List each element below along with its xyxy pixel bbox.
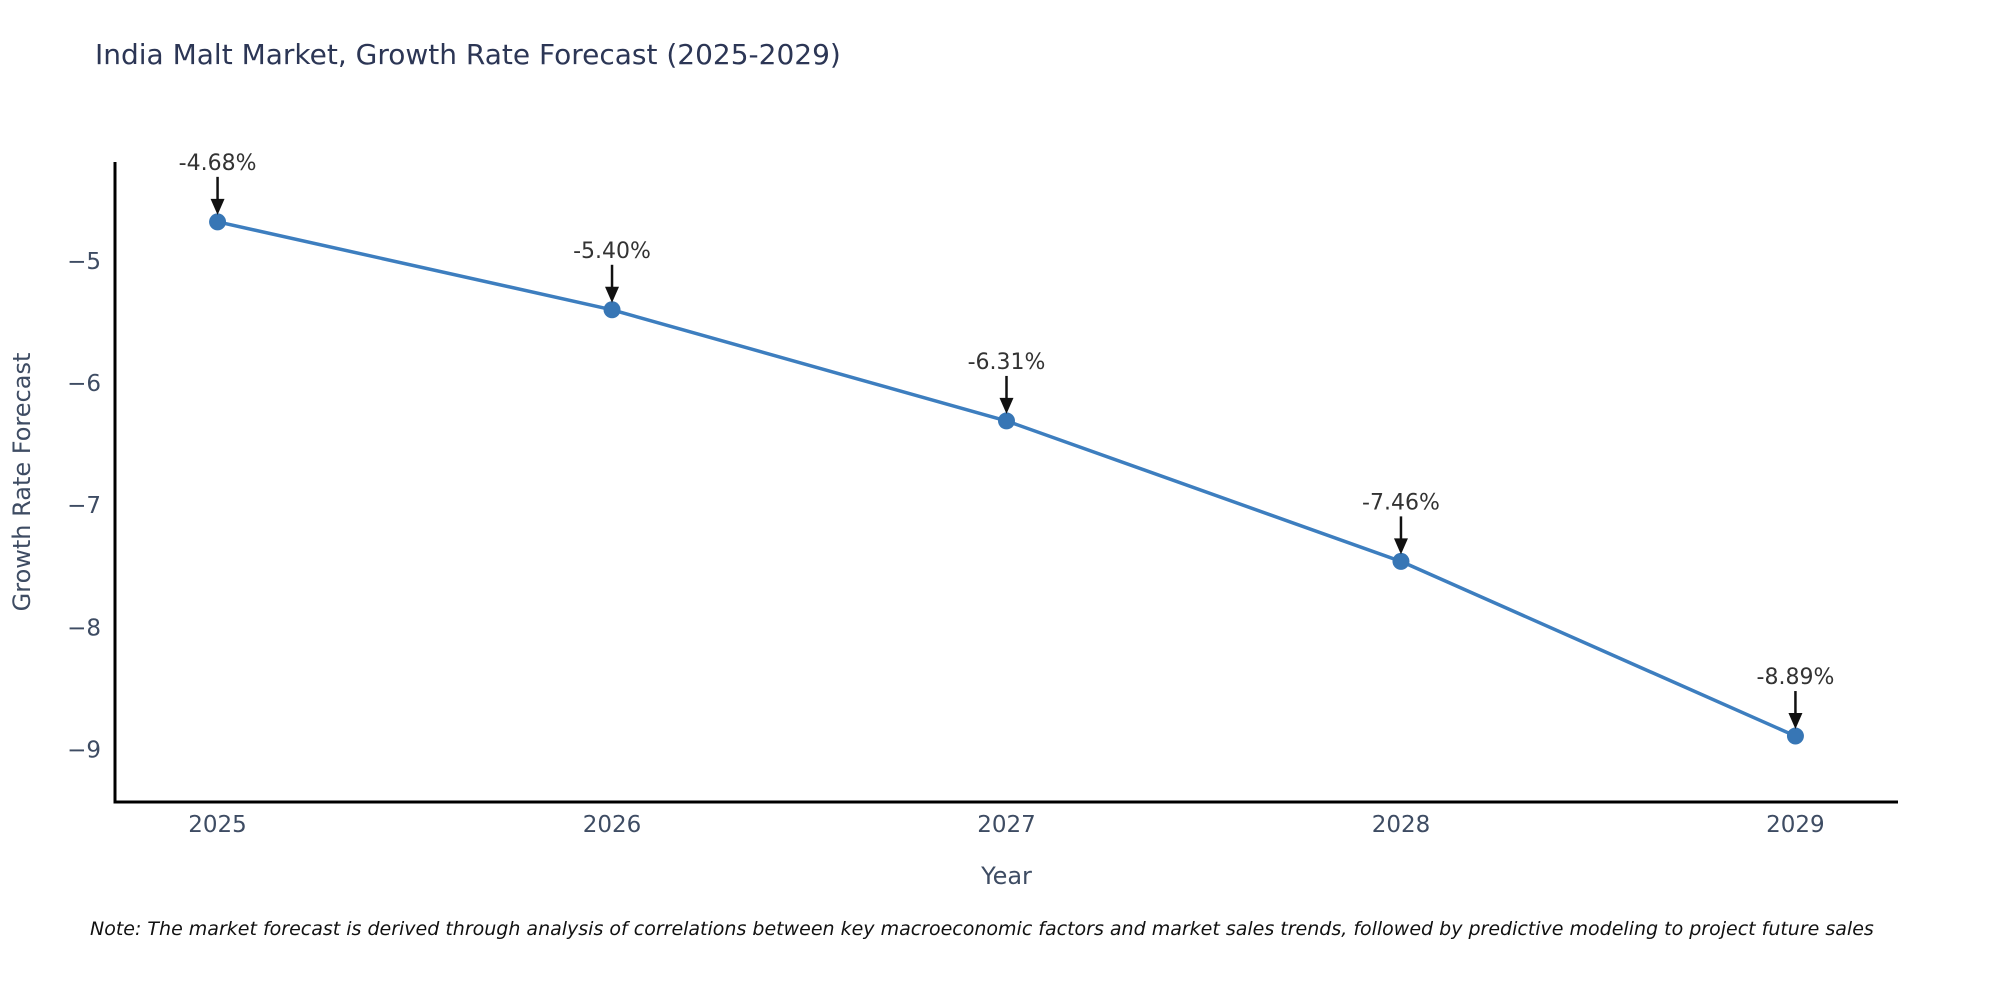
data-point-label: -5.40% <box>573 239 651 264</box>
annotation-arrow-head <box>1393 538 1408 555</box>
annotation-arrow-head <box>1788 713 1803 730</box>
x-tick-label: 2029 <box>1766 812 1825 838</box>
y-tick-label: −9 <box>67 737 101 763</box>
data-point-label: -4.68% <box>179 151 257 176</box>
data-point-marker <box>1786 727 1804 745</box>
x-tick-label: 2026 <box>583 812 642 838</box>
annotation-arrow-head <box>210 198 225 215</box>
x-tick-label: 2025 <box>188 812 247 838</box>
data-point-label: -7.46% <box>1362 490 1440 515</box>
chart-title: India Malt Market, Growth Rate Forecast … <box>95 38 841 71</box>
y-tick-label: −8 <box>67 615 101 641</box>
y-tick-label: −5 <box>67 249 101 275</box>
data-point-marker <box>603 301 621 319</box>
data-point-marker <box>209 213 227 231</box>
footnote-text: Note: The market forecast is derived thr… <box>90 918 1874 940</box>
x-tick-label: 2027 <box>977 812 1036 838</box>
x-tick-label: 2028 <box>1372 812 1431 838</box>
data-point-label: -8.89% <box>1757 665 1835 690</box>
x-axis-title: Year <box>980 862 1032 890</box>
annotation-arrow-head <box>999 397 1014 414</box>
data-point-marker <box>1392 552 1410 570</box>
y-axis-title: Growth Rate Forecast <box>8 353 36 612</box>
annotation-arrow-head <box>605 286 620 303</box>
y-tick-label: −7 <box>67 493 101 519</box>
forecast-line <box>215 220 1798 738</box>
data-point-marker <box>998 412 1015 430</box>
y-tick-label: −6 <box>67 371 101 397</box>
data-point-label: -6.31% <box>968 350 1046 375</box>
